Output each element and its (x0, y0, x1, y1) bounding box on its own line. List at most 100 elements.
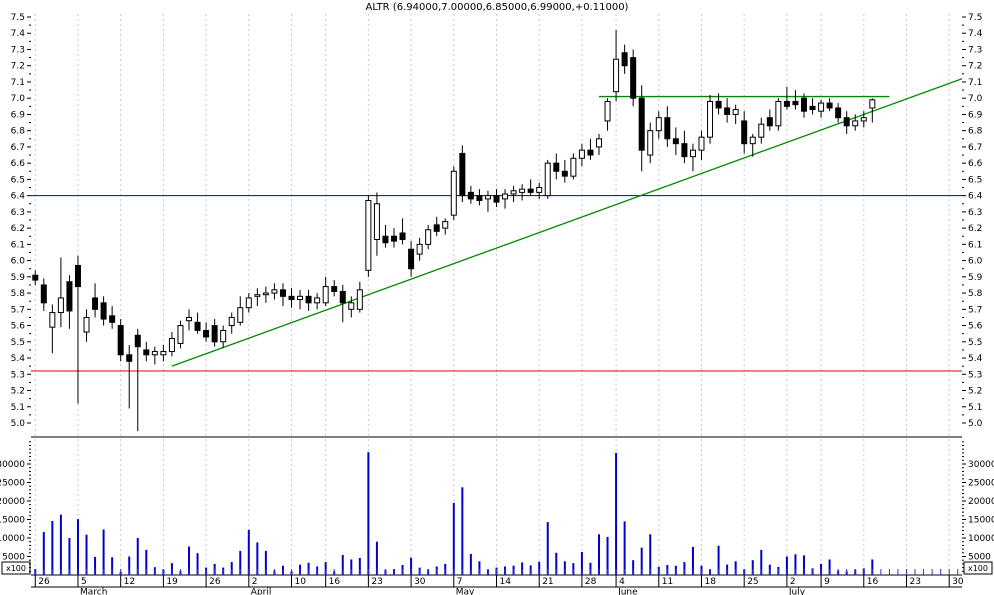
candlestick (365, 200, 372, 271)
price-axis-label-right: 6.5 (968, 175, 982, 185)
chart-title: ALTR (6.94000,7.00000,6.85000,6.99000,+0… (365, 2, 629, 13)
candlestick (758, 123, 765, 138)
candlestick (314, 297, 321, 304)
candlestick (331, 286, 338, 292)
trendline (171, 78, 963, 367)
volume-bar (478, 561, 481, 575)
volume-bar (51, 520, 54, 575)
price-axis-label-left: 5.8 (11, 289, 26, 299)
price-axis-label-right: 5.0 (968, 419, 983, 429)
candlestick (553, 162, 560, 172)
volume-bar (794, 554, 797, 575)
volume-unit-box-right (963, 561, 993, 575)
week-tick-label: 25 (747, 577, 758, 587)
candlestick (74, 264, 81, 288)
candlestick (621, 52, 628, 67)
candlestick (151, 351, 158, 356)
volume-bar (597, 534, 600, 575)
candlestick (536, 187, 543, 193)
volume-bar (358, 557, 361, 575)
price-axis-label-right: 5.9 (968, 273, 983, 283)
volume-bar (563, 561, 566, 575)
candlestick (775, 100, 782, 127)
candlestick (305, 295, 312, 304)
price-axis-label-right: 6.7 (968, 143, 982, 153)
price-axis-label-right: 6.2 (968, 224, 982, 234)
price-axis-label-right: 6.6 (968, 159, 983, 169)
price-axis-label-right: 5.6 (968, 322, 983, 332)
volume-bar (751, 560, 754, 575)
price-axis-label-left: 6.0 (11, 257, 26, 267)
volume-axis-label-left: 5000 (2, 553, 25, 563)
volume-bar (307, 562, 310, 575)
volume-bar (196, 553, 199, 575)
candlestick (143, 349, 150, 356)
price-axis-label-left: 6.9 (11, 110, 26, 120)
price-axis-label-right: 7.2 (968, 62, 982, 72)
volume-bar (256, 542, 259, 575)
week-tick-label: 21 (542, 577, 553, 587)
candlestick (732, 109, 739, 115)
candlestick (228, 316, 235, 327)
candlestick (66, 281, 73, 312)
candlestick (186, 316, 193, 322)
volume-bar (640, 547, 643, 575)
candlestick (655, 117, 662, 132)
price-axis-label-right: 7.3 (968, 45, 982, 55)
candlestick (57, 297, 64, 314)
volume-axis-label-right: 10000 (968, 534, 994, 544)
price-axis-label-right: 6.4 (968, 192, 983, 202)
candlestick (741, 120, 748, 145)
price-axis-label-left: 7.2 (11, 62, 25, 72)
volume-axis-label-left: 30000 (0, 460, 25, 470)
month-label: June (617, 588, 638, 595)
price-axis-label-left: 6.4 (11, 192, 26, 202)
volume-bar (760, 549, 763, 575)
price-axis-label-right: 6.9 (968, 110, 983, 120)
candlestick (484, 195, 491, 200)
candlestick (476, 195, 483, 202)
volume-bar (871, 559, 874, 575)
candlestick (595, 138, 602, 148)
candlestick (783, 100, 790, 107)
month-label: July (788, 588, 806, 595)
week-tick-label: 23 (371, 577, 382, 587)
volume-bar (452, 502, 455, 575)
volume-bar (546, 522, 549, 575)
candlestick (220, 329, 227, 343)
candlestick (254, 294, 261, 297)
volume-bar (324, 562, 327, 575)
candlestick (587, 149, 594, 156)
candlestick (194, 321, 201, 331)
candlestick (126, 354, 133, 362)
volume-bar (410, 557, 413, 575)
price-axis-label-left: 5.2 (11, 387, 25, 397)
week-tick-label: 28 (585, 577, 597, 587)
volume-bar (632, 560, 635, 575)
price-axis-label-right: 7.1 (968, 78, 982, 88)
candlestick (279, 289, 286, 297)
price-axis-label-left: 5.6 (11, 322, 26, 332)
price-axis-label-left: 5.3 (11, 370, 25, 380)
volume-bar (606, 536, 609, 575)
candlestick (32, 274, 39, 281)
price-axis-label-left: 6.5 (11, 175, 25, 185)
candlestick (519, 188, 526, 193)
price-axis-label-left: 6.7 (11, 143, 25, 153)
candlestick (339, 290, 346, 304)
week-tick-label: 5 (81, 577, 87, 587)
volume-bar (188, 546, 191, 575)
volume-axis-label-left: 10000 (0, 534, 25, 544)
candlestick (843, 117, 850, 127)
price-axis-label-right: 6.0 (968, 257, 983, 267)
price-axis-label-left: 6.6 (11, 159, 26, 169)
candlestick (749, 136, 756, 145)
candlestick (203, 329, 210, 338)
candlestick (356, 289, 363, 310)
volume-bar (111, 557, 114, 575)
price-axis-label-left: 7.5 (11, 13, 25, 23)
candlestick (100, 302, 107, 320)
price-axis-label-left: 5.9 (11, 273, 26, 283)
